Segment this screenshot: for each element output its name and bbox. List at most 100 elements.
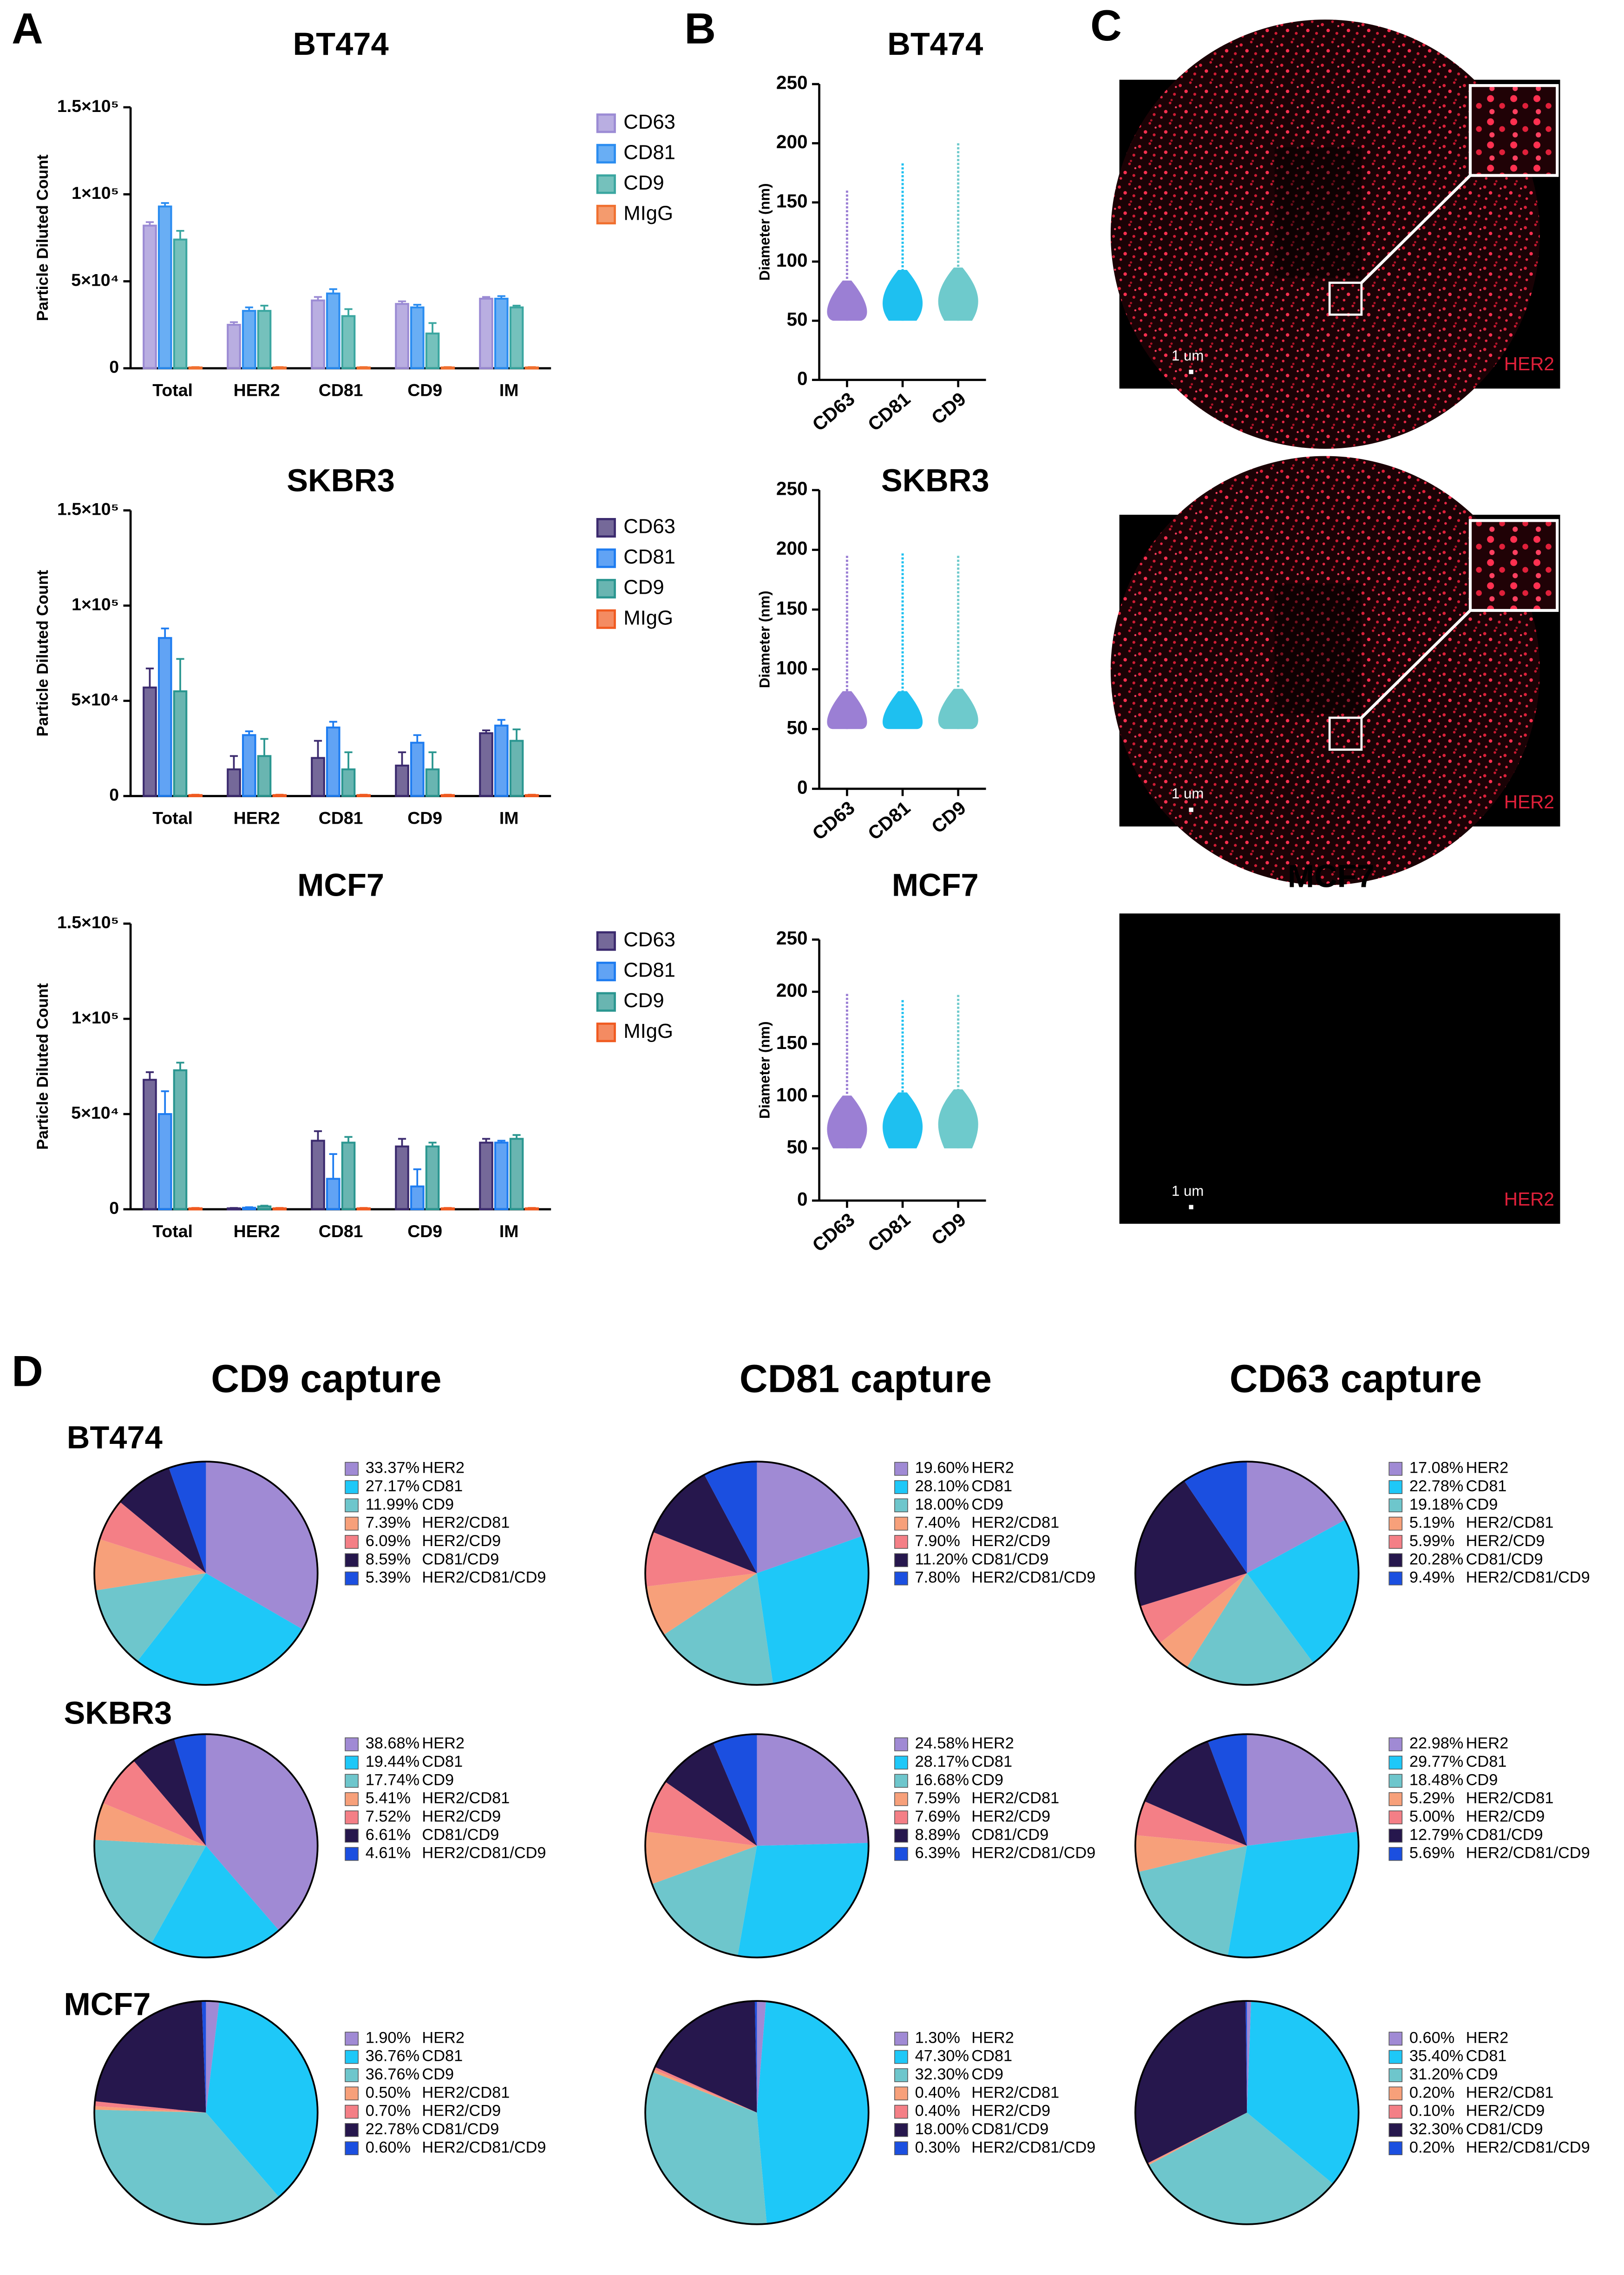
- y-tick-label: 100: [776, 657, 808, 678]
- error-bar: [344, 1136, 353, 1143]
- legend-value: 19.60%: [915, 1459, 969, 1477]
- error-bar: [176, 230, 184, 240]
- legend-swatch: [894, 1756, 908, 1770]
- legend-swatch: [345, 1792, 359, 1806]
- bar: [157, 205, 172, 369]
- legend-value: 18.00%: [915, 1495, 969, 1513]
- y-tick-label: 0: [109, 357, 119, 377]
- pie-slice: [206, 1462, 318, 1630]
- bar: [479, 732, 493, 797]
- error-bar: [229, 755, 238, 770]
- x-tick-label: CD81: [319, 808, 363, 827]
- y-tick-label: 5×10⁴: [71, 270, 119, 289]
- legend-swatch: [345, 1847, 359, 1861]
- pie-slice: [738, 1842, 869, 1958]
- pie-slice: [1247, 2001, 1251, 2113]
- y-tick-label: 50: [787, 717, 808, 738]
- legend-swatch: [1388, 1498, 1403, 1513]
- x-tick-label: CD9: [407, 380, 442, 400]
- legend-label: HER2/CD81: [971, 1514, 1059, 1532]
- pie-slice: [1186, 1573, 1314, 1685]
- legend-value: 0.60%: [1409, 2029, 1454, 2046]
- pie-slice: [120, 1468, 206, 1573]
- error-bar: [314, 1130, 322, 1141]
- legend-label: CD9: [422, 1771, 454, 1789]
- bar: [242, 310, 256, 369]
- error-bar: [482, 296, 491, 299]
- x-tick-label: CD9: [927, 388, 970, 428]
- legend-label: HER2/CD9: [971, 2102, 1050, 2120]
- pie-slice: [174, 1734, 206, 1846]
- chart-title: BT474: [887, 26, 983, 62]
- y-tick-label: 50: [787, 308, 808, 330]
- scale-label: 1 um: [1172, 786, 1204, 802]
- legend-value: 0.50%: [366, 2084, 411, 2101]
- legend-label: CD81/CD9: [422, 2120, 499, 2138]
- legend-swatch: [345, 1737, 359, 1751]
- legend-label: CD9: [1466, 1495, 1498, 1513]
- legend-value: 5.00%: [1409, 1808, 1454, 1825]
- legend-label: CD81/CD9: [971, 1826, 1048, 1843]
- legend-label: HER2: [422, 1735, 465, 1752]
- legend-swatch: [1388, 2141, 1403, 2156]
- legend-swatch: [345, 1829, 359, 1843]
- y-axis-label: Diameter (nm): [756, 590, 773, 688]
- bar: [410, 1185, 425, 1211]
- legend-label: CD9: [623, 989, 664, 1012]
- legend-value: 6.61%: [366, 1826, 411, 1843]
- pie-slice: [206, 1734, 318, 1931]
- legend-value: 0.20%: [1409, 2084, 1454, 2101]
- error-bar: [229, 321, 238, 325]
- legend-value: 5.41%: [366, 1790, 411, 1807]
- pie-outline: [644, 1733, 870, 1959]
- legend-label: CD81: [422, 1477, 463, 1495]
- legend-label: HER2/CD81: [971, 1790, 1059, 1807]
- legend-swatch: [894, 2086, 908, 2101]
- legend-value: 0.70%: [366, 2102, 411, 2120]
- y-tick-label: 0: [109, 1198, 119, 1218]
- distribution: [827, 1095, 867, 1148]
- x-tick-label: Total: [152, 808, 193, 827]
- legend-value: 32.30%: [1409, 2120, 1463, 2138]
- pie-slice: [1147, 2112, 1247, 2164]
- legend-value: 7.59%: [915, 1790, 960, 1807]
- legend-label: CD9: [623, 171, 664, 194]
- legend-swatch: [1388, 1516, 1403, 1531]
- legend-value: 8.59%: [366, 1550, 411, 1568]
- pie-slice: [713, 1734, 757, 1846]
- legend-label: CD81/CD9: [422, 1826, 499, 1843]
- scale-label: 1 um: [1172, 1183, 1204, 1199]
- legend-swatch: [345, 1774, 359, 1788]
- legend-label: CD81: [623, 545, 675, 568]
- legend-value: 0.60%: [366, 2138, 411, 2156]
- error-bar: [145, 221, 154, 226]
- pie-slice: [94, 1840, 206, 1943]
- y-tick-label: 250: [776, 72, 808, 93]
- legend-label: MIgG: [623, 1020, 673, 1042]
- legend-value: 11.20%: [915, 1550, 968, 1568]
- row-title: BT474: [67, 1419, 163, 1455]
- legend-swatch: [596, 992, 616, 1012]
- legend-label: HER2: [1466, 1459, 1509, 1477]
- legend-label: HER2/CD9: [1466, 1808, 1545, 1825]
- y-tick-label: 200: [776, 131, 808, 152]
- error-bar: [314, 296, 322, 301]
- legend-value: 7.52%: [366, 1808, 411, 1825]
- bar: [395, 303, 409, 369]
- pie-slice: [99, 1501, 206, 1573]
- legend-label: HER2/CD81/CD9: [971, 2138, 1095, 2156]
- bar: [509, 740, 524, 797]
- legend-swatch: [894, 2141, 908, 2156]
- distribution: [827, 691, 867, 729]
- legend-swatch: [894, 1810, 908, 1824]
- legend-value: 28.17%: [915, 1753, 969, 1770]
- legend-swatch: [345, 1462, 359, 1476]
- y-axis-label: Diameter (nm): [756, 1021, 773, 1119]
- inset-box: [1328, 282, 1363, 316]
- x-tick-label: CD63: [808, 388, 859, 435]
- legend-label: CD9: [971, 1495, 1003, 1513]
- legend-value: 7.80%: [915, 1569, 960, 1587]
- legend-label: HER2/CD81: [422, 1790, 510, 1807]
